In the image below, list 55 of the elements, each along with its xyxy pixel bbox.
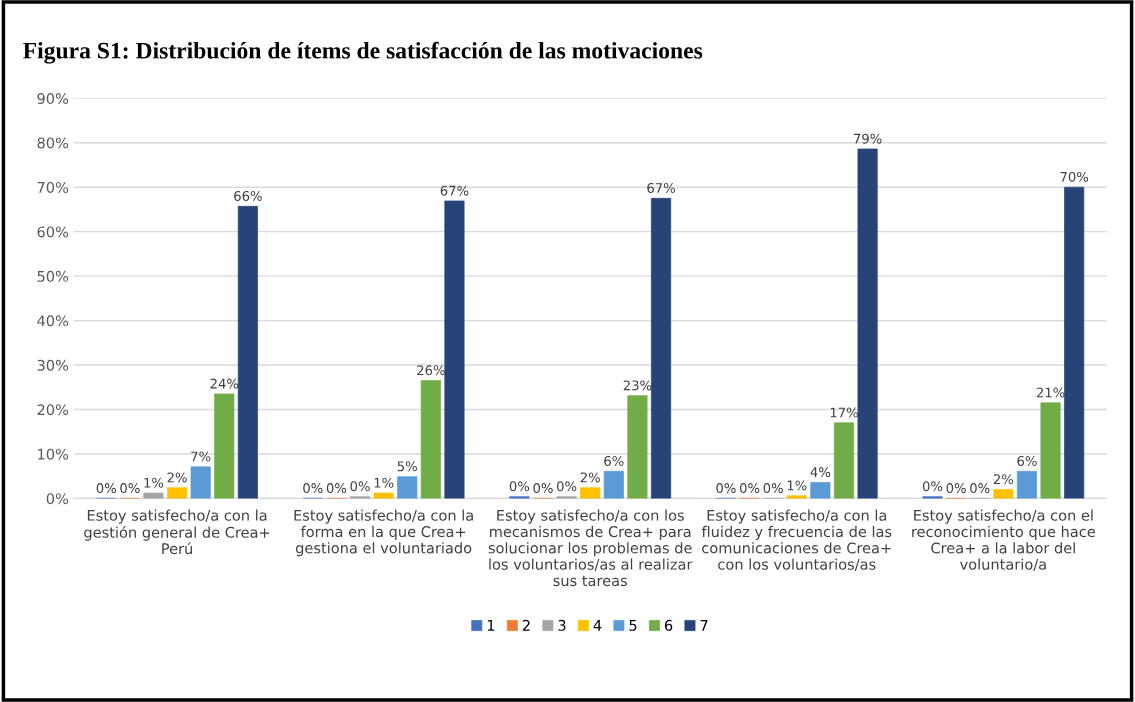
- data-label: 1%: [374, 477, 394, 488]
- legend-label: 6: [664, 619, 673, 631]
- data-label: 67%: [647, 183, 675, 193]
- data-label: 24%: [210, 378, 239, 389]
- data-label: 6%: [604, 455, 624, 466]
- y-tick-label: 20%: [37, 404, 69, 416]
- data-label: 0%: [763, 483, 783, 494]
- data-label: 2%: [993, 474, 1014, 485]
- data-label: 79%: [854, 133, 882, 144]
- x-tick-label: Estoy satisfecho/a con la forma en la que Crea+ gestiona el voluntariado: [294, 509, 473, 557]
- data-label: 0%: [739, 483, 760, 494]
- data-label: 66%: [234, 191, 262, 201]
- legend-label: 2: [522, 619, 530, 631]
- y-tick-label: 50%: [37, 270, 69, 282]
- data-label: 7%: [191, 451, 211, 462]
- data-label: 6%: [1017, 455, 1037, 466]
- data-label: 5%: [397, 461, 417, 472]
- legend-label: 7: [700, 620, 708, 631]
- y-tick-label: 70%: [37, 181, 69, 193]
- data-label: 0%: [557, 481, 577, 492]
- data-label: 0%: [326, 483, 347, 494]
- y-tick-label: 0%: [46, 493, 69, 505]
- data-label: 0%: [946, 483, 966, 494]
- data-label: 0%: [533, 483, 553, 494]
- data-label: 0%: [303, 483, 323, 494]
- legend-label: 5: [629, 620, 637, 631]
- x-tick-label: Estoy satisfecho/a con los mecanismos de Crea+ para solucionar los problemas de los voluntarios/as al realizar sus tareas: [488, 509, 693, 587]
- data-label: 0%: [96, 483, 116, 494]
- data-label: 17%: [830, 407, 858, 418]
- y-tick-label: 90%: [37, 93, 69, 105]
- y-tick-label: 10%: [38, 448, 69, 460]
- chart-title: Figura S1: Distribución de ítems de satisfacción de las motivaciones: [23, 41, 703, 64]
- legend-label: 4: [593, 620, 602, 631]
- data-label: 0%: [716, 483, 736, 494]
- legend-label: 3: [558, 619, 566, 631]
- data-label: 0%: [970, 483, 990, 494]
- data-label: 1%: [787, 480, 807, 491]
- data-label: 2%: [580, 472, 600, 483]
- data-label: 0%: [509, 481, 530, 492]
- data-label: 0%: [922, 481, 943, 492]
- data-label: 0%: [120, 483, 140, 494]
- data-label: 70%: [1060, 171, 1089, 182]
- data-label: 4%: [810, 467, 831, 478]
- x-tick-label: Estoy satisfecho/a con la fluidez y frecuencia de las comunicaciones de Crea+ con los voluntarios/as: [701, 509, 892, 571]
- x-tick-label: Estoy satisfecho/a con el reconocimiento que hace Crea+ a la labor del voluntario/a: [912, 509, 1095, 571]
- y-tick-label: 60%: [37, 226, 69, 238]
- data-label: 2%: [167, 472, 187, 483]
- y-tick-label: 80%: [37, 137, 69, 149]
- data-label: 67%: [440, 185, 469, 196]
- data-label: 1%: [144, 477, 164, 488]
- y-tick-label: 40%: [37, 315, 69, 327]
- data-label: 0%: [350, 481, 370, 492]
- legend-label: 1: [487, 620, 495, 631]
- x-tick-label: Estoy satisfecho/a con la gestión general de Crea+ Perú: [84, 509, 270, 555]
- y-tick-label: 30%: [37, 359, 69, 371]
